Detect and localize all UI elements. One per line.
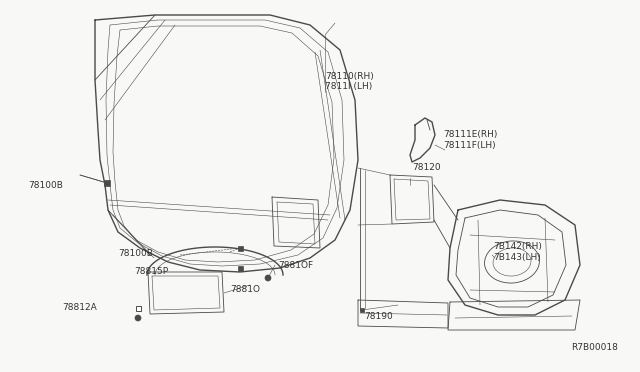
Text: 7881O: 7881O bbox=[230, 285, 260, 295]
Circle shape bbox=[135, 315, 141, 321]
Polygon shape bbox=[237, 266, 243, 270]
Text: 7881OF: 7881OF bbox=[278, 260, 313, 269]
Text: 78100B: 78100B bbox=[118, 250, 153, 259]
Text: 78110(RH)
7811I (LH): 78110(RH) 7811I (LH) bbox=[325, 72, 374, 92]
Circle shape bbox=[265, 275, 271, 281]
Polygon shape bbox=[237, 246, 243, 250]
Text: R7B00018: R7B00018 bbox=[571, 343, 618, 353]
Text: 78120: 78120 bbox=[412, 163, 440, 172]
Text: 78100B: 78100B bbox=[28, 180, 63, 189]
Text: 78815P: 78815P bbox=[134, 266, 168, 276]
Text: 78190: 78190 bbox=[364, 312, 393, 321]
Polygon shape bbox=[136, 305, 141, 311]
Text: 7B142(RH)
7B143(LH): 7B142(RH) 7B143(LH) bbox=[493, 242, 542, 262]
Text: 78111E(RH)
78111F(LH): 78111E(RH) 78111F(LH) bbox=[443, 130, 497, 150]
Polygon shape bbox=[104, 180, 110, 186]
Polygon shape bbox=[360, 308, 364, 312]
Text: 78812A: 78812A bbox=[62, 304, 97, 312]
